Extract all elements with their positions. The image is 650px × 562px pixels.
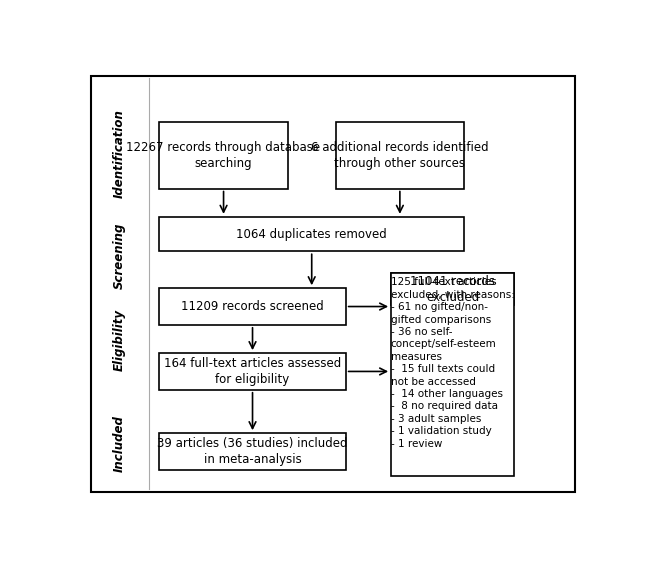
FancyBboxPatch shape [159, 433, 346, 470]
Text: 1064 duplicates removed: 1064 duplicates removed [237, 228, 387, 241]
Text: 11041 records
excluded: 11041 records excluded [410, 275, 495, 303]
FancyBboxPatch shape [391, 273, 514, 477]
Text: Eligibility: Eligibility [112, 309, 125, 371]
FancyBboxPatch shape [159, 353, 346, 390]
FancyBboxPatch shape [159, 121, 288, 189]
Text: 11209 records screened: 11209 records screened [181, 300, 324, 313]
Text: 164 full-text articles assessed
for eligibility: 164 full-text articles assessed for elig… [164, 357, 341, 386]
Text: Screening: Screening [112, 223, 125, 289]
FancyBboxPatch shape [159, 288, 346, 325]
Text: 39 articles (36 studies) included
in meta-analysis: 39 articles (36 studies) included in met… [157, 437, 348, 466]
FancyBboxPatch shape [335, 121, 464, 189]
FancyBboxPatch shape [391, 273, 514, 306]
FancyBboxPatch shape [159, 217, 464, 251]
Text: Identification: Identification [112, 110, 125, 198]
Text: 6 additional records identified
through other sources: 6 additional records identified through … [311, 140, 489, 170]
Text: Included: Included [112, 415, 125, 473]
FancyBboxPatch shape [91, 76, 575, 492]
Text: 125 full-text articles
excluded, with reasons:
- 61 no gifted/non-
gifted compar: 125 full-text articles excluded, with re… [391, 277, 515, 448]
Text: 12267 records through database
searching: 12267 records through database searching [127, 140, 320, 170]
